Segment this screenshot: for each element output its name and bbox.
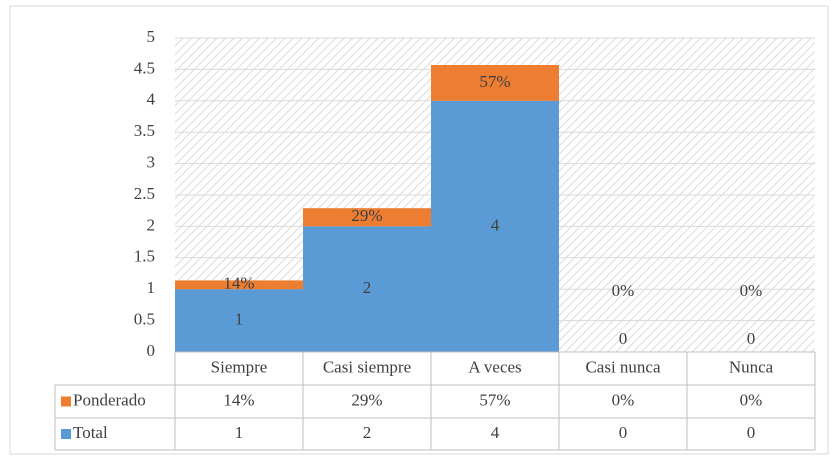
bar-segment xyxy=(303,208,431,227)
bar-segment xyxy=(431,100,559,352)
category-label: Siempre xyxy=(211,357,268,376)
y-tick-label: 0 xyxy=(147,341,156,360)
data-label: 29% xyxy=(351,206,382,225)
table-cell: 0 xyxy=(619,423,628,442)
y-tick-label: 5 xyxy=(147,27,156,46)
y-tick-label: 1 xyxy=(147,278,156,297)
legend-label: Ponderado xyxy=(73,390,146,409)
table-cell: 0% xyxy=(612,390,635,409)
data-label: 14% xyxy=(223,274,254,293)
bar-segment xyxy=(431,65,559,101)
data-label: 0 xyxy=(747,329,756,348)
bar-segment xyxy=(175,280,303,290)
y-tick-label: 0.5 xyxy=(134,310,155,329)
bar-segment xyxy=(303,226,431,352)
data-label: 1 xyxy=(235,310,244,329)
table-cell: 2 xyxy=(363,423,372,442)
bar-segment xyxy=(175,289,303,352)
data-label: 0% xyxy=(612,281,635,300)
table-cell: 0% xyxy=(740,390,763,409)
y-tick-label: 2 xyxy=(147,215,156,234)
data-label: 4 xyxy=(491,215,500,234)
legend-swatch xyxy=(61,396,71,407)
legend-label: Total xyxy=(73,423,108,442)
category-label: Nunca xyxy=(729,357,774,376)
category-label: Casi siempre xyxy=(323,357,411,376)
data-label: 0 xyxy=(619,329,628,348)
y-tick-label: 3 xyxy=(147,153,156,172)
y-tick-label: 1.5 xyxy=(134,247,155,266)
legend-swatch xyxy=(61,429,71,439)
table-cell: 1 xyxy=(235,423,244,442)
table-cell: 0 xyxy=(747,423,756,442)
table-cell: 57% xyxy=(479,390,510,409)
category-label: A veces xyxy=(468,357,521,376)
data-label: 2 xyxy=(363,278,372,297)
category-label: Casi nunca xyxy=(585,357,661,376)
data-label: 0% xyxy=(740,281,763,300)
y-tick-label: 2.5 xyxy=(134,184,155,203)
chart-border xyxy=(9,5,829,455)
data-label: 57% xyxy=(479,72,510,91)
y-tick-label: 4 xyxy=(147,90,156,109)
table-cell: 4 xyxy=(491,423,500,442)
y-tick-label: 4.5 xyxy=(134,58,155,77)
y-tick-label: 3.5 xyxy=(134,121,155,140)
table-cell: 14% xyxy=(223,390,254,409)
table-cell: 29% xyxy=(351,390,382,409)
